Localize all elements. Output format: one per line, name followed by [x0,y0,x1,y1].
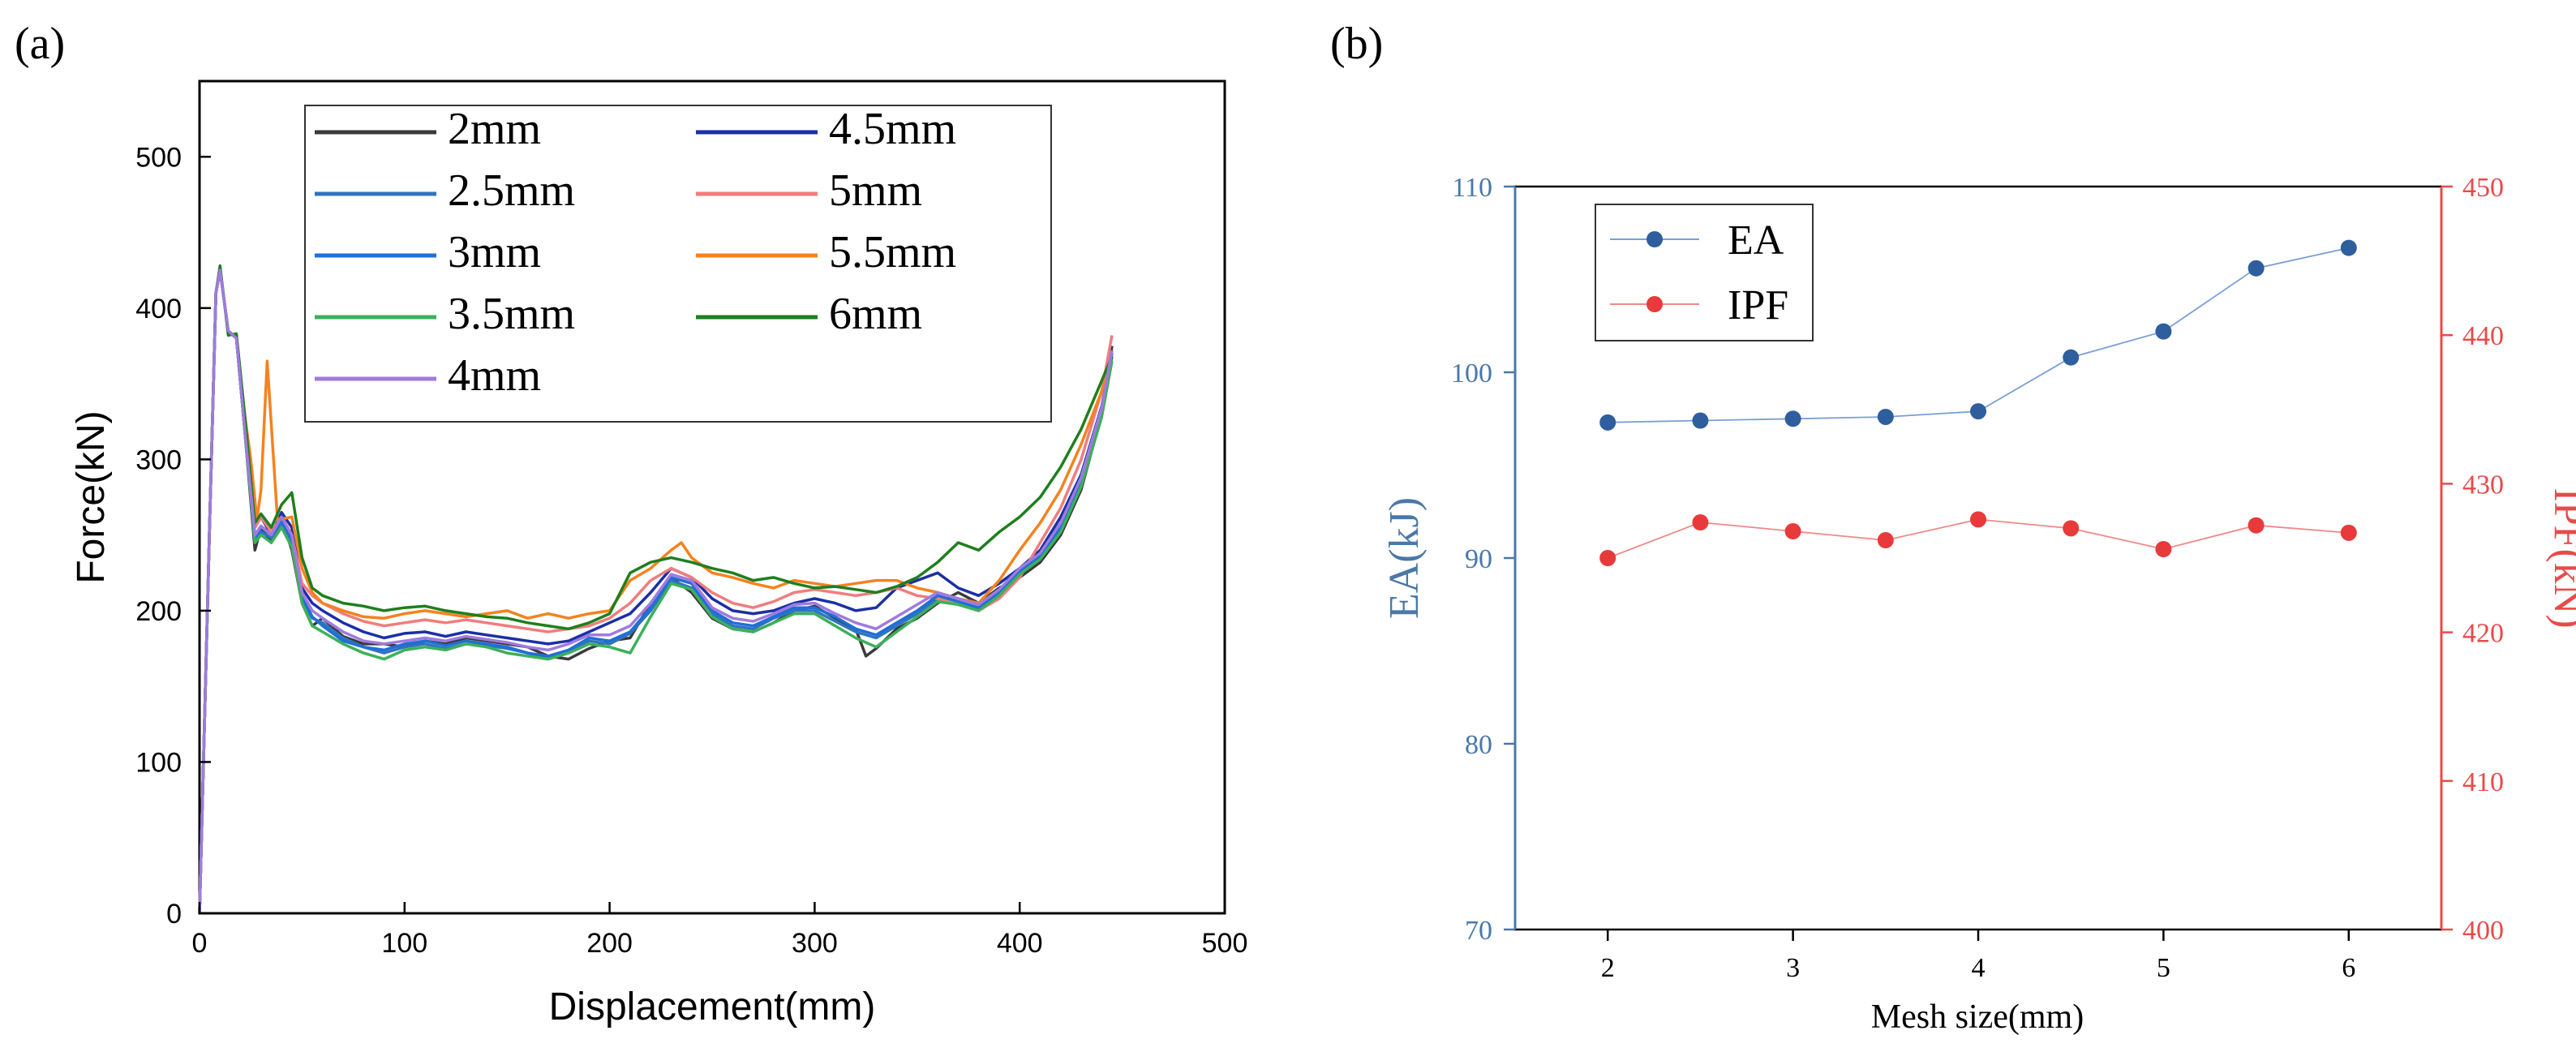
x-tick-label-a: 200 [586,928,633,959]
legend-b-swatch-marker [1646,296,1663,312]
x-tick-label-a: 0 [192,928,208,959]
legend-a: 2mm 4.5mm 2.5mm 5mm 3mm 5.5mm 3.5mm 6mm 4mm [304,104,1052,423]
x-axis-label-b: Mesh size(mm) [1871,998,2084,1036]
y2-axis-label-b: IPF(kN) [2545,487,2576,628]
series-line-5mm [198,268,1114,914]
point-EA [1877,408,1894,425]
series-line-3.5mm [198,268,1114,914]
x-axis-label-a: Displacement(mm) [549,985,876,1028]
panel-a-label: (a) [15,19,65,69]
point-EA [1599,414,1616,431]
y-axis-label-b: EA(kJ) [1381,497,1428,619]
point-EA [1784,410,1801,427]
y2-tick-label-b: 400 [2462,916,2504,946]
legend-a-label: 4.5mm [829,104,956,154]
x-tick-label-a: 400 [997,928,1043,959]
x-tick-label-b: 2 [1601,953,1615,983]
series-line-4mm [198,268,1114,914]
point-EA [2248,260,2265,277]
y-tick-label-b: 100 [1451,359,1492,389]
x-tick-label-a: 100 [381,928,427,959]
y-tick-label-a: 300 [135,444,182,475]
x-tick-label-b: 5 [2157,953,2170,983]
y2-tick-label-b: 420 [2462,619,2504,649]
legend-a-box [304,105,1052,423]
y-tick-label-a: 0 [166,899,182,930]
point-IPF [1692,514,1709,531]
point-IPF [1877,532,1894,549]
series-line-5.5mm [198,268,1114,914]
y-tick-label-b: 110 [1452,173,1492,203]
legend-a-label: 4mm [448,350,541,401]
y2-tick-label-b: 430 [2462,470,2504,500]
legend-b-box [1595,204,1814,341]
legend-a-label: 6mm [829,289,922,339]
legend-b-label: EA [1728,217,1784,264]
point-EA [2340,239,2357,256]
y2-tick-label-b: 450 [2462,173,2504,203]
legend-a-label: 2mm [448,104,541,154]
y-tick-label-b: 70 [1465,916,1492,946]
y-tick-label-a: 400 [135,294,182,324]
legend-a-label: 3.5mm [448,289,575,339]
y2-tick-label-b: 440 [2462,321,2504,351]
legend-a-label: 5.5mm [829,227,956,277]
legend-a-label: 3mm [448,227,541,277]
legend-a-label: 5mm [829,165,922,216]
point-IPF [2155,541,2172,558]
panel-b-label: (b) [1330,19,1383,69]
y-tick-label-a: 500 [135,142,182,173]
legend-b-swatch-marker [1646,231,1663,247]
point-EA [2155,323,2172,340]
point-IPF [2063,520,2080,537]
series-line-6mm [198,264,1114,914]
x-tick-label-a: 500 [1202,928,1248,959]
point-EA [1970,403,1986,420]
mesh-size-chart: 2 3 4 5 6 70 80 90 100 110 400 410 420 430 440 450 EA IP… [1381,173,2576,1036]
point-EA [2063,349,2080,366]
point-EA [1692,412,1709,429]
y-axis-label-a: Force(kN) [70,410,113,583]
legend-b: EA IPF [1595,204,1814,341]
point-IPF [2248,517,2265,534]
y-tick-label-a: 100 [135,747,182,778]
x-tick-label-b: 6 [2342,953,2355,983]
x-tick-label-b: 4 [1972,953,1986,983]
y-tick-label-b: 90 [1465,544,1492,574]
x-tick-label-a: 300 [792,928,838,959]
legend-a-label: 2.5mm [448,165,575,216]
y2-tick-label-b: 410 [2462,767,2504,797]
point-IPF [1970,511,1986,528]
y-tick-label-b: 80 [1465,730,1492,760]
point-IPF [1784,523,1801,540]
point-IPF [1599,550,1616,566]
point-IPF [2340,524,2357,541]
force-displacement-chart: 0 100 200 300 400 500 0 100 200 300 400 500 2mm 4.5m… [70,79,1248,1028]
x-tick-label-b: 3 [1786,953,1800,983]
y-tick-label-a: 200 [135,596,182,627]
legend-b-label: IPF [1728,282,1788,328]
